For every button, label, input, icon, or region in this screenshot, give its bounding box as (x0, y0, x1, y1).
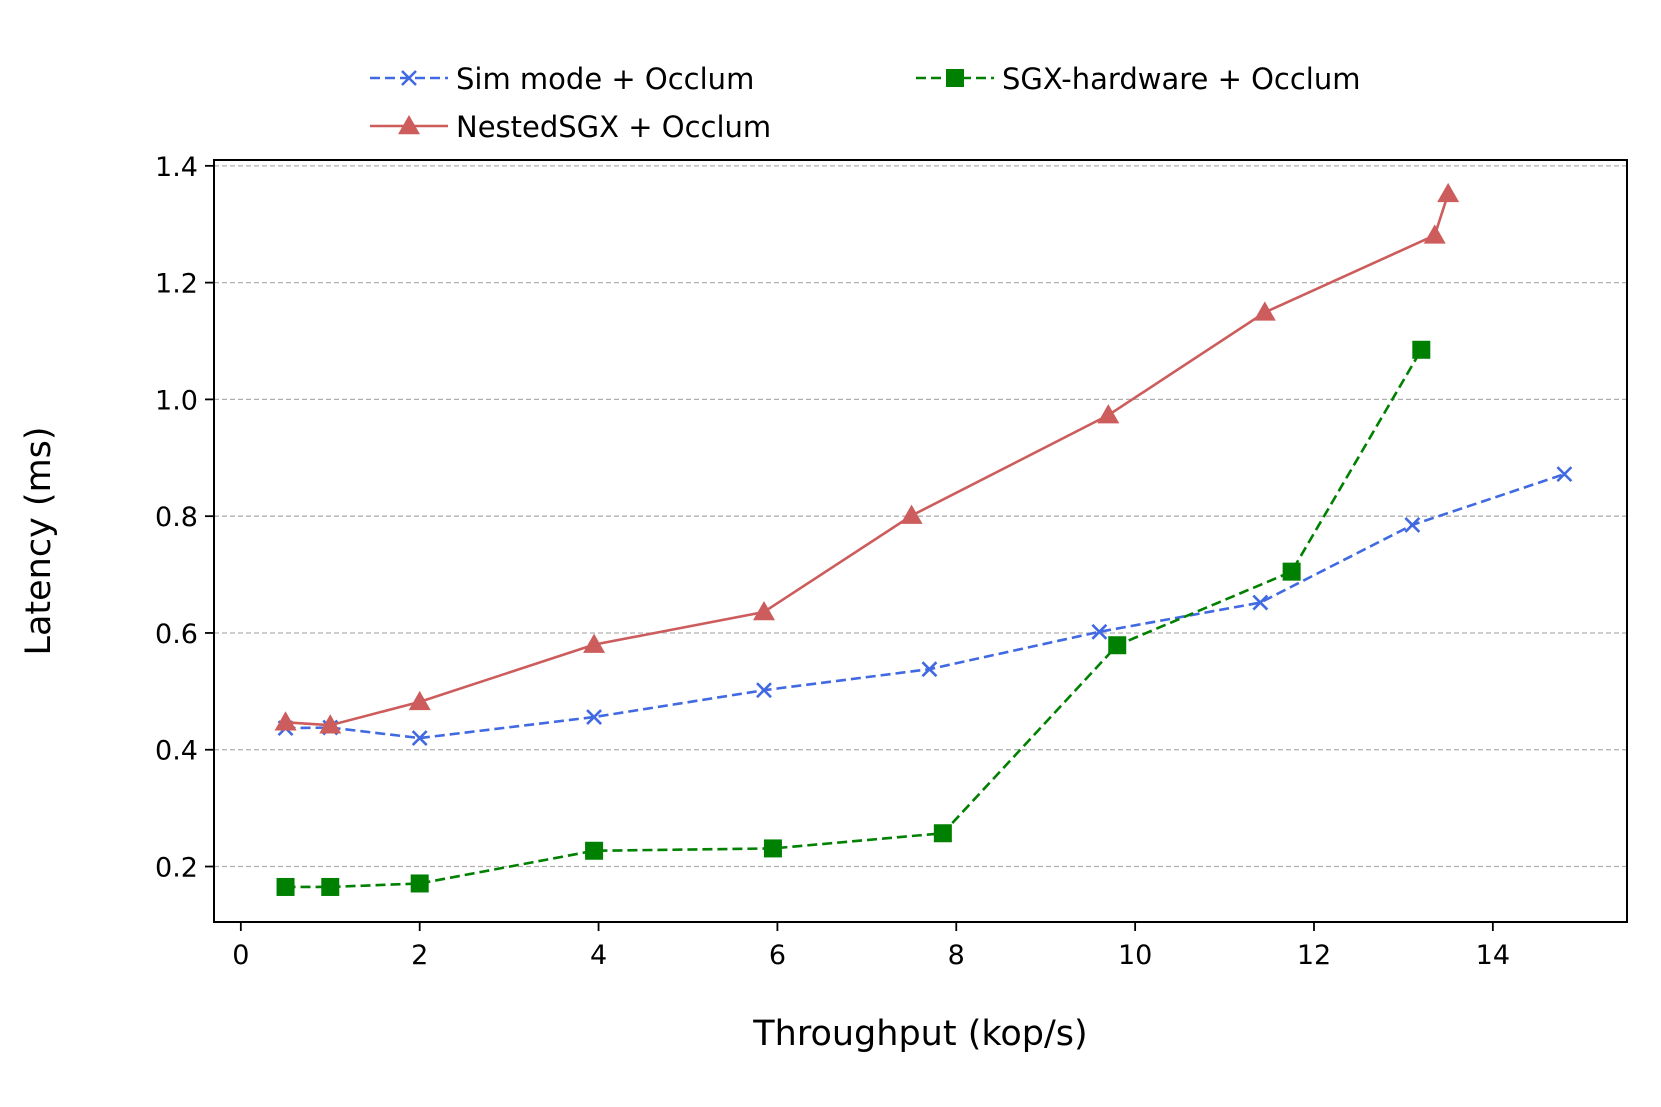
axis-ticks: 0 2 4 6 8 10 12 14 0.2 0.4 0.6 0.8 1.0 1.2 1.4 (155, 152, 1510, 971)
data-point (1412, 340, 1431, 359)
data-point (752, 600, 775, 621)
legend-marker (401, 70, 417, 86)
data-point (583, 633, 606, 653)
series-line (285, 193, 1450, 727)
legend-label: SGX-hardware + Occlum (1002, 62, 1361, 96)
data-point (1282, 562, 1301, 581)
legend-marker (398, 115, 420, 135)
legend-label: Sim mode + Occlum (456, 62, 754, 96)
legend-marker (946, 69, 964, 87)
y-tick-label: 0.8 (155, 502, 198, 533)
data-point (321, 877, 340, 896)
x-tick-label: 14 (1476, 940, 1510, 971)
plot-frame (213, 159, 1628, 923)
data-point (1108, 636, 1127, 655)
x-tick-label: 0 (232, 940, 249, 971)
x-tick-label: 6 (769, 940, 786, 971)
x-tick-label: 10 (1118, 940, 1152, 971)
series-line (285, 472, 1565, 740)
grid-lines (214, 165, 1627, 868)
y-tick-label: 0.4 (155, 736, 198, 767)
data-series (274, 182, 1573, 896)
legend-entry: SGX-hardware + Occlum (916, 62, 1361, 96)
data-point (276, 877, 295, 896)
y-tick-label: 1.0 (155, 385, 198, 416)
data-point (274, 711, 297, 731)
data-point (1437, 182, 1460, 203)
y-tick-label: 1.2 (155, 269, 198, 300)
legend-label: NestedSGX + Occlum (456, 110, 771, 144)
data-point (585, 841, 604, 860)
data-point (319, 714, 342, 734)
data-point (411, 730, 428, 746)
data-point (756, 682, 772, 699)
data-point (586, 709, 602, 725)
data-point (410, 874, 429, 893)
data-point (1404, 517, 1421, 533)
data-point (1252, 594, 1269, 611)
data-point (1253, 301, 1276, 321)
y-axis-label: Latency (ms) (19, 426, 59, 655)
data-point (763, 839, 782, 858)
x-axis-label: Throughput (kop/s) (752, 1014, 1087, 1054)
data-point (900, 504, 923, 524)
data-point (408, 690, 431, 711)
series-2 (274, 182, 1460, 734)
x-tick-label: 12 (1297, 940, 1331, 971)
series-line (285, 349, 1423, 889)
y-tick-label: 1.4 (155, 152, 198, 183)
x-tick-label: 2 (411, 940, 428, 971)
y-tick-label: 0.6 (155, 619, 198, 650)
y-tick-label: 0.2 (155, 853, 198, 884)
data-point (1097, 404, 1120, 424)
legend: Sim mode + Occlum SGX-hardware + Occlum Ne… (370, 62, 1361, 144)
data-point (921, 661, 938, 678)
x-tick-label: 4 (590, 940, 607, 971)
data-point (933, 824, 952, 843)
legend-entry: Sim mode + Occlum (370, 62, 754, 96)
legend-entry: NestedSGX + Occlum (370, 110, 771, 144)
data-point (1091, 623, 1108, 640)
data-point (1556, 466, 1573, 483)
data-point (1423, 224, 1446, 244)
series-1 (276, 340, 1431, 896)
x-tick-label: 8 (948, 940, 965, 971)
